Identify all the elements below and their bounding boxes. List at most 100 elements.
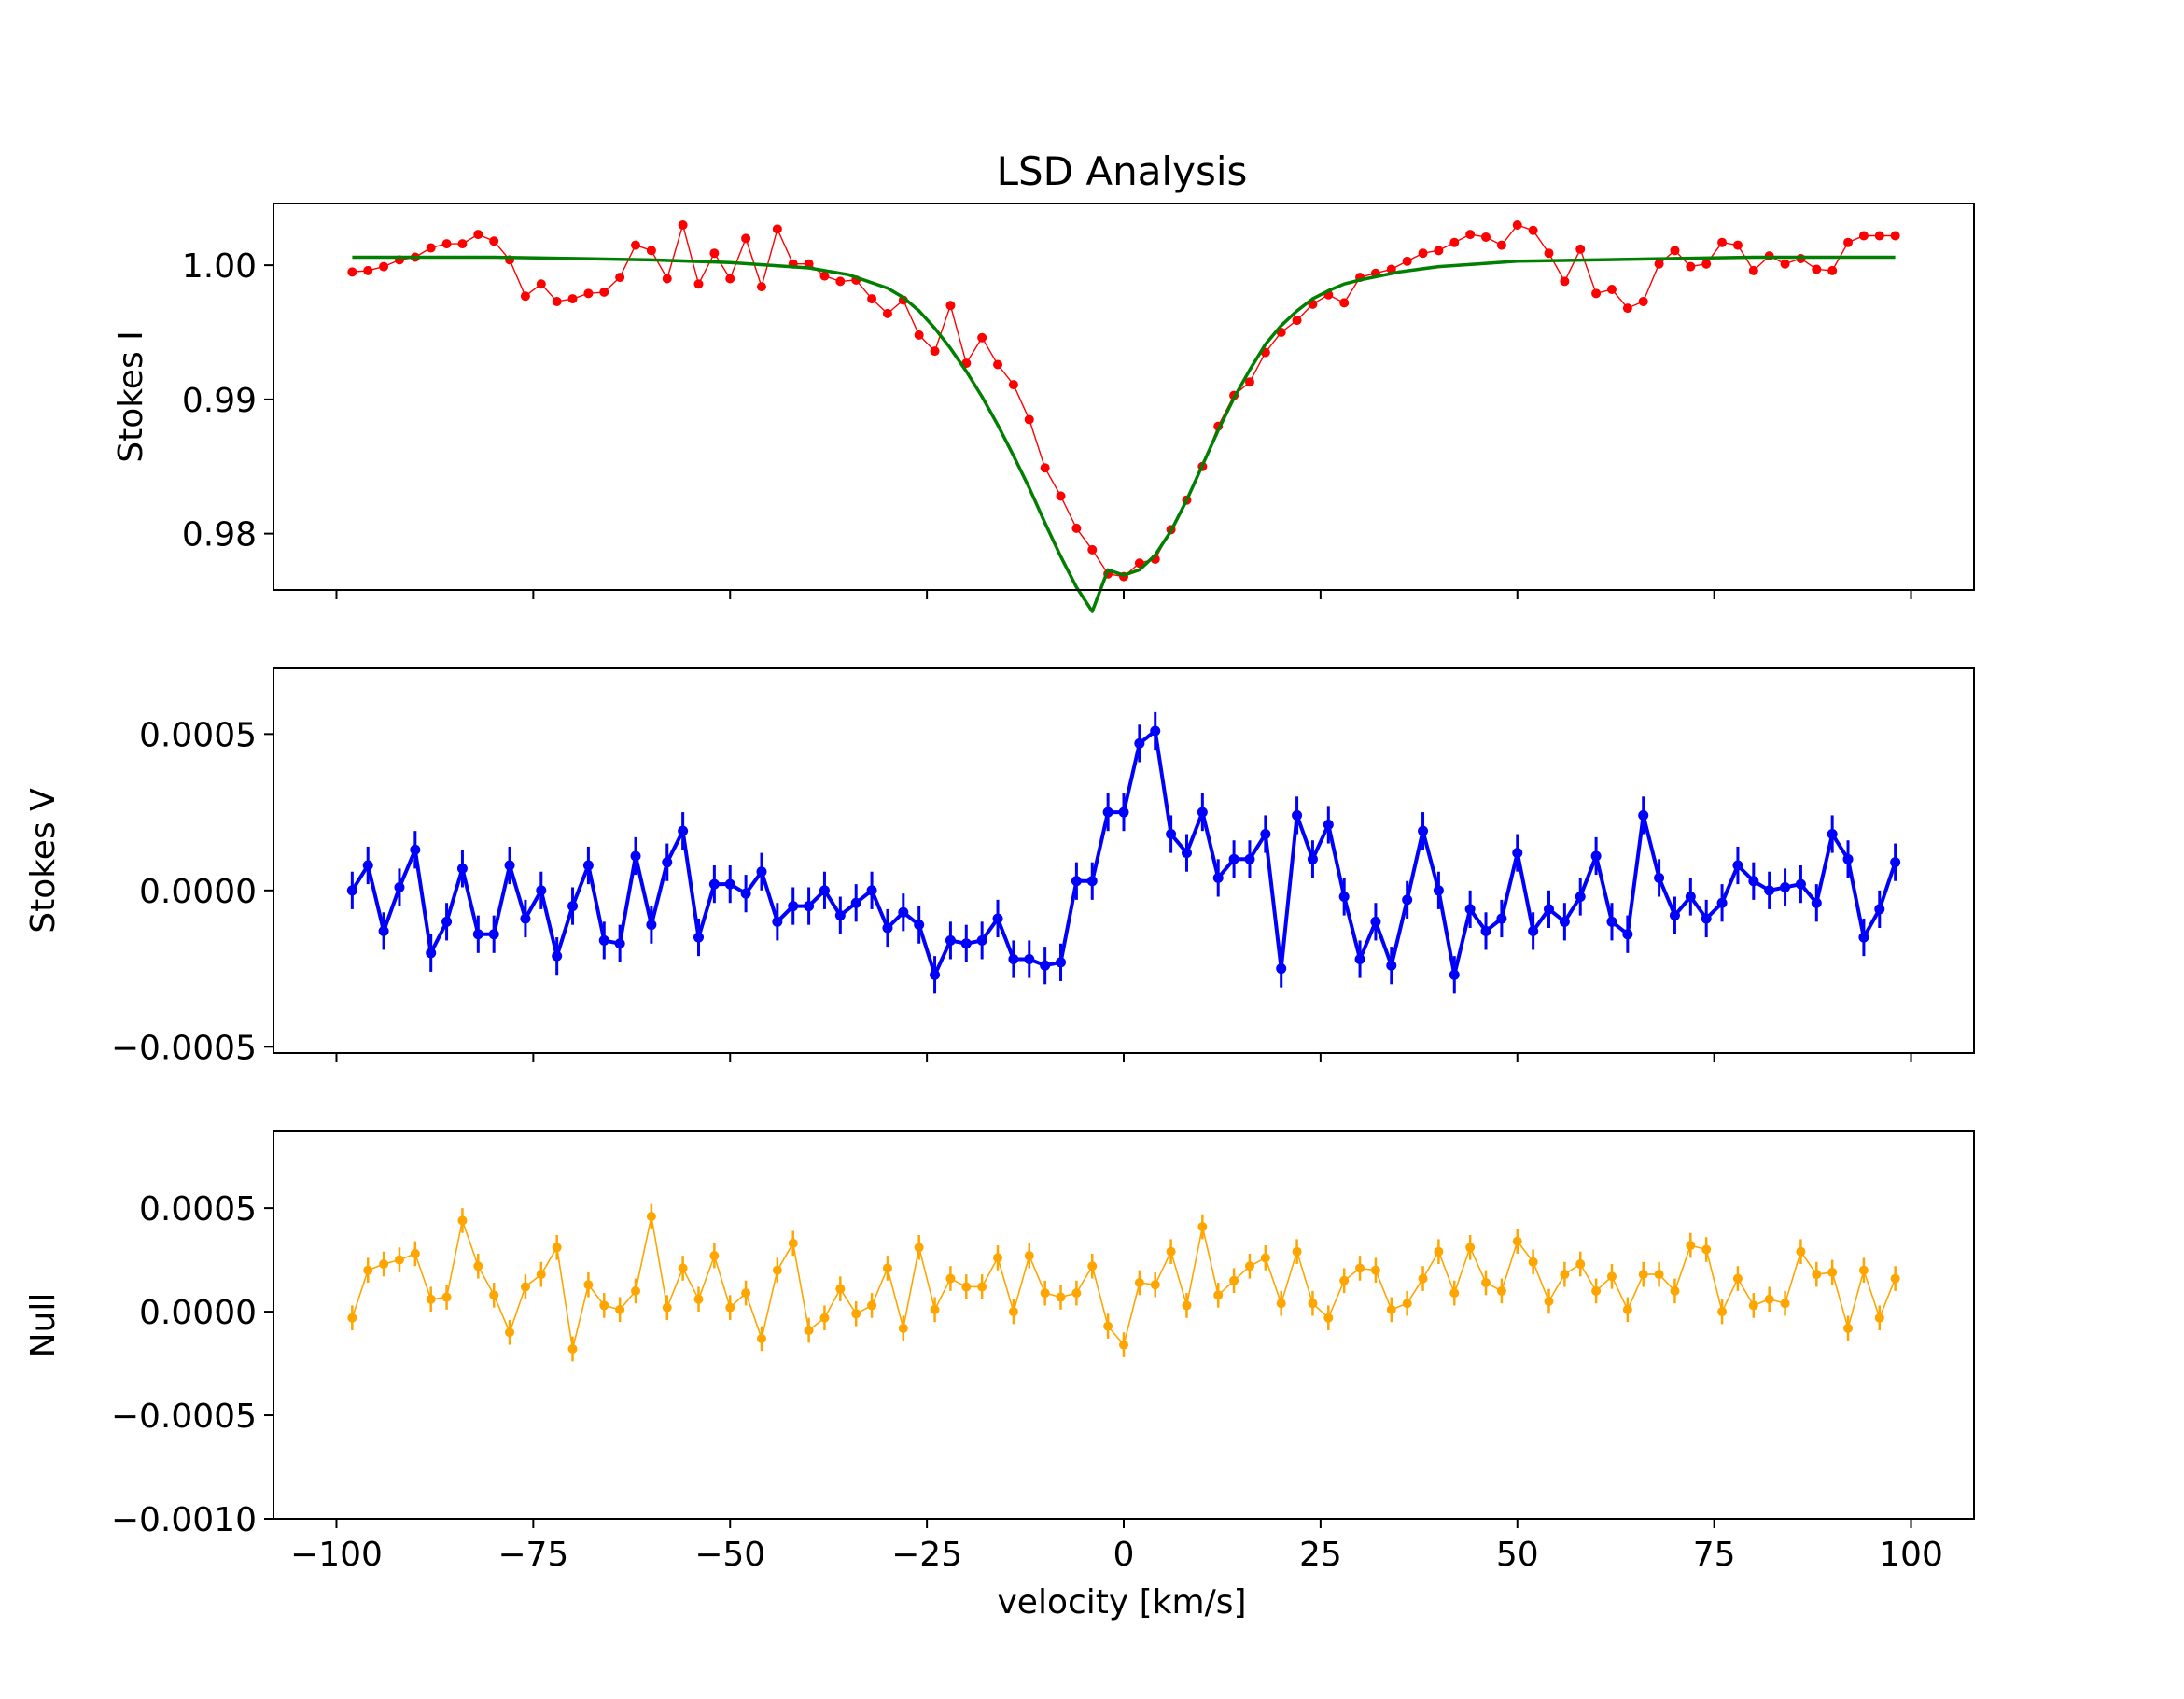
stokes-v-data-point (1338, 892, 1350, 903)
stokes-i-data-point (1686, 261, 1696, 272)
stokes-i-data-point (1024, 414, 1034, 425)
null-data-point (410, 1248, 420, 1258)
stokes-v-data-point (1827, 829, 1838, 840)
null-data-point (1119, 1340, 1128, 1350)
stokes-i-data-point (1622, 303, 1632, 314)
stokes-i-data-point (1560, 276, 1570, 287)
stokes-v-data-point (976, 934, 987, 946)
null-data-point (1858, 1265, 1869, 1275)
null-data-point (709, 1251, 720, 1261)
null-data-point (1024, 1251, 1034, 1261)
stokes-i-data-point (662, 274, 672, 284)
stokes-i-data-point (1512, 220, 1522, 230)
stokes-i-data-point (1827, 265, 1838, 275)
null-y-tick-label: 0.0005 (139, 1190, 257, 1229)
stokes-v-data-point (1685, 892, 1696, 903)
null-data-point (1276, 1299, 1286, 1309)
stokes-i-data-point (756, 282, 766, 292)
null-data-point (552, 1243, 562, 1253)
null-y-tick-label: −0.0005 (111, 1397, 257, 1436)
stokes-v-data-point (834, 910, 846, 921)
stokes-v-data-point (1890, 857, 1901, 868)
stokes-i-data-point (363, 265, 373, 275)
stokes-v-data-point (1480, 925, 1491, 936)
stokes-i-data-point (646, 246, 656, 256)
null-data-point (1874, 1313, 1884, 1323)
null-data-point (1622, 1304, 1632, 1314)
null-data-point (1370, 1265, 1380, 1275)
stokes-v-data-point (1874, 904, 1885, 915)
stokes-v-data-point (1197, 807, 1208, 818)
stokes-i-data-point (441, 239, 452, 249)
null-data-point (1229, 1275, 1239, 1285)
stokes-i-data-point (1339, 298, 1350, 308)
stokes-i-data-point (930, 346, 940, 357)
stokes-i-data-point (914, 330, 924, 340)
stokes-i-data-point (835, 276, 846, 287)
stokes-i-data-point (1780, 259, 1790, 269)
stokes-v-data-point (536, 885, 547, 896)
null-data-point (1040, 1288, 1050, 1299)
null-data-point (1402, 1299, 1412, 1309)
null-data-point (1323, 1313, 1334, 1323)
stokes-i-data-point (1732, 240, 1743, 250)
stokes-i-data-point (1056, 491, 1066, 501)
stokes-v-data-point (1748, 876, 1759, 887)
null-data-point (693, 1294, 704, 1304)
null-data-point (914, 1243, 924, 1253)
null-data-point (631, 1285, 641, 1296)
stokes-v-data-point (1842, 853, 1854, 864)
stokes-v-data-point (552, 950, 563, 962)
stokes-v-data-point (1307, 853, 1318, 864)
stokes-i-data-point (1575, 244, 1586, 254)
null-data-point (851, 1309, 861, 1319)
stokes-v-data-point (708, 878, 720, 890)
null-data-point (945, 1273, 956, 1284)
stokes-v-data-point (740, 888, 751, 899)
stokes-i-data-point (945, 301, 956, 311)
stokes-i-fit-line (352, 255, 1896, 613)
stokes-v-data-point (410, 844, 421, 855)
stokes-v-data-point (456, 863, 468, 874)
chart-title: LSD Analysis (997, 148, 1248, 194)
null-data-point (347, 1313, 357, 1323)
stokes-i-data-point (536, 279, 546, 289)
null-data-point (867, 1300, 877, 1311)
null-data-point (819, 1313, 830, 1323)
stokes-v-y-axis-label: Stokes V (24, 788, 63, 934)
stokes-i-data-point (1606, 285, 1617, 294)
stokes-v-data-point (1134, 737, 1145, 749)
null-data-point (662, 1302, 672, 1313)
stokes-i-data-point (977, 332, 987, 343)
stokes-i-panel: 0.98 0.99 1.00 Stokes I (112, 203, 1975, 613)
stokes-v-data-point (1716, 897, 1728, 908)
null-y-axis-label: Null (24, 1293, 63, 1358)
stokes-i-data-point (1292, 316, 1302, 326)
null-data-point (1748, 1300, 1758, 1311)
stokes-v-data-point (693, 932, 704, 943)
stokes-v-data-point (378, 925, 389, 936)
stokes-v-data-point (960, 938, 972, 949)
null-data-point (1465, 1243, 1476, 1253)
stokes-v-data-point (1496, 913, 1507, 924)
null-y-tick-label: −0.0010 (111, 1501, 257, 1539)
stokes-i-data-point (1244, 377, 1254, 387)
stokes-i-data-point (1544, 248, 1554, 259)
null-data-point (473, 1261, 483, 1271)
null-data-point (1606, 1271, 1617, 1282)
stokes-v-data-point (1732, 860, 1743, 871)
null-x-tick-label: −25 (891, 1536, 962, 1574)
stokes-v-data-point (598, 934, 609, 946)
stokes-v-data-point (394, 881, 405, 892)
stokes-v-data-point (646, 920, 657, 931)
null-data-point (1260, 1253, 1270, 1263)
stokes-v-data-point (504, 860, 515, 871)
stokes-v-data-point (346, 885, 357, 896)
stokes-v-data-point (1669, 910, 1680, 921)
stokes-v-data-point (1464, 904, 1476, 915)
stokes-v-data-point (819, 885, 830, 896)
null-data-point (1890, 1273, 1900, 1284)
stokes-v-data-point (1276, 963, 1287, 975)
null-data-point (961, 1282, 972, 1292)
